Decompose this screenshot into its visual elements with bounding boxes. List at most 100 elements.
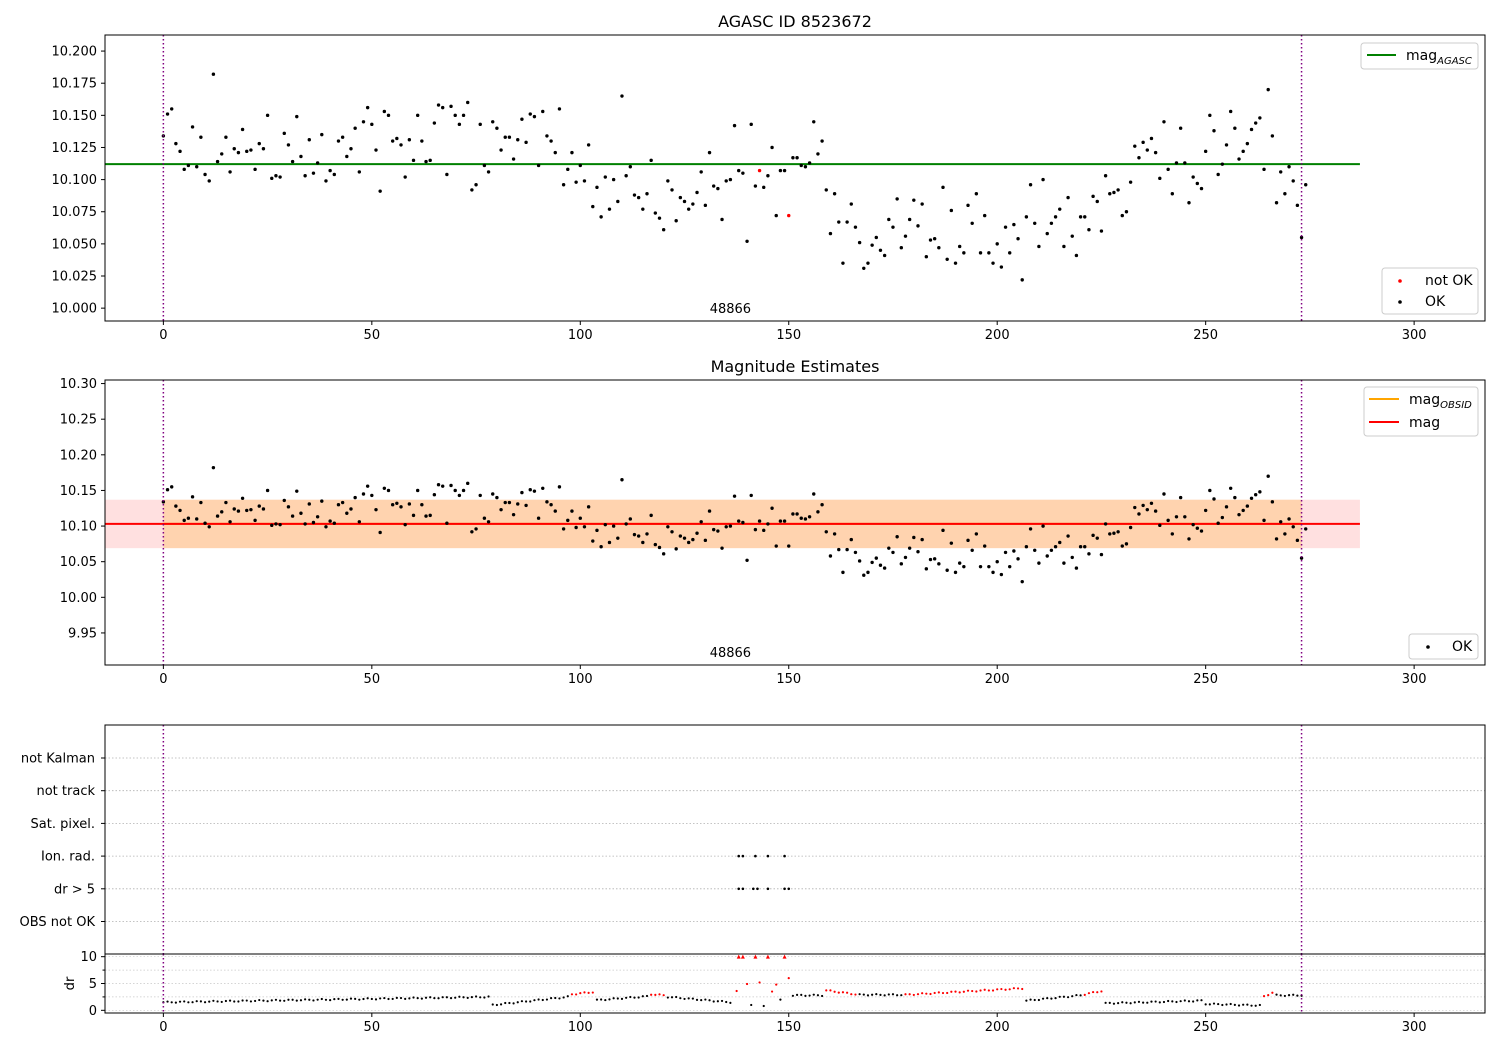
ok-point	[1295, 538, 1300, 543]
p2-ytick-label: 10.05	[60, 555, 97, 570]
ok-point	[903, 555, 908, 560]
ok-point	[1137, 156, 1141, 160]
ok-point	[1170, 532, 1175, 536]
ok-point	[1166, 518, 1170, 523]
ok-point	[1074, 566, 1079, 570]
dr-point	[174, 1001, 177, 1004]
ok-point	[816, 152, 820, 156]
ok-point	[1087, 228, 1091, 232]
ok-point	[691, 202, 695, 206]
dr-point	[1129, 1002, 1132, 1005]
ok-point	[311, 520, 316, 525]
flag-point	[737, 887, 741, 891]
dr-ylabel: dr	[63, 976, 78, 990]
ok-point	[957, 561, 962, 565]
dr-point	[362, 997, 365, 1001]
ok-point	[686, 207, 691, 211]
ok-point	[1033, 548, 1037, 552]
ok-point	[165, 488, 170, 492]
dr-point	[1242, 1003, 1245, 1006]
flag-label: Sat. pixel.	[31, 817, 95, 832]
ok-point	[1191, 175, 1195, 179]
flag-label: dr > 5	[54, 882, 95, 897]
dr-point	[399, 996, 403, 1000]
dr-point	[224, 999, 228, 1003]
dr-point	[1229, 1002, 1232, 1006]
ok-point	[174, 141, 178, 146]
dr-point	[533, 999, 536, 1002]
ok-point	[970, 221, 974, 226]
dr-point	[541, 998, 544, 1002]
ok-point	[970, 548, 974, 552]
dr-point	[641, 995, 644, 998]
ok-point	[945, 257, 949, 262]
dr-point	[725, 1000, 728, 1004]
ok-point	[724, 525, 728, 529]
ok-point	[1304, 527, 1308, 531]
legend-mag-obsid-main: mag	[1409, 392, 1440, 408]
dr-point	[691, 997, 694, 1000]
ok-point	[232, 507, 236, 511]
ok-point	[753, 184, 758, 188]
ok-point	[524, 503, 528, 508]
dr-point-flagged	[941, 991, 945, 995]
ok-point	[978, 251, 983, 255]
ok-point	[403, 175, 407, 179]
ok-point	[532, 489, 537, 493]
ok-point	[607, 207, 612, 211]
ok-point	[1041, 524, 1045, 528]
ok-point	[991, 261, 995, 265]
ok-point	[770, 145, 774, 150]
ok-point	[1279, 520, 1283, 524]
dr-point	[1217, 1002, 1220, 1006]
ok-point	[1279, 170, 1283, 174]
ok-point	[1216, 172, 1220, 177]
ok-point	[382, 486, 387, 490]
dr-point	[262, 999, 265, 1002]
p2-xtick-label: 200	[985, 672, 1010, 687]
ok-point	[286, 143, 291, 147]
ok-point	[561, 183, 566, 187]
ok-point	[845, 220, 849, 224]
ok-point	[1212, 129, 1216, 133]
ok-point	[624, 522, 628, 526]
dr-point	[1275, 993, 1278, 996]
svg-text:magOBSID: magOBSID	[1409, 392, 1472, 411]
dr-point	[387, 997, 390, 1001]
ok-point	[286, 505, 291, 509]
dr-point	[879, 993, 882, 997]
ok-point	[1191, 522, 1195, 527]
ok-point	[1028, 183, 1033, 187]
ok-point	[682, 536, 687, 540]
flag-point	[754, 854, 757, 858]
ok-point	[745, 558, 749, 562]
ok-point	[741, 520, 745, 525]
flag-point	[752, 887, 755, 891]
dr-point	[524, 1000, 528, 1003]
dr-point	[1150, 1000, 1153, 1003]
dr-point	[1167, 999, 1170, 1003]
dr-point	[779, 998, 782, 1001]
ok-point	[511, 512, 516, 517]
ok-point	[941, 528, 945, 533]
dr-point	[729, 1001, 732, 1004]
ok-point	[849, 537, 853, 542]
dr-point	[558, 997, 561, 1000]
dr-point-flagged	[650, 993, 653, 996]
ok-point	[432, 121, 437, 125]
dr-point	[816, 994, 820, 997]
ok-point	[916, 224, 920, 228]
dr-point	[896, 994, 899, 997]
dr-point	[1158, 1001, 1161, 1004]
ok-point	[603, 175, 608, 179]
dr-point-flagged	[1091, 990, 1095, 994]
ok-point	[320, 132, 324, 137]
p1-xtick-label: 200	[985, 328, 1010, 343]
dr-point	[1283, 994, 1286, 998]
dr-point-flagged	[904, 993, 907, 996]
ok-point	[716, 529, 720, 533]
ok-point	[386, 113, 391, 118]
ok-point	[441, 484, 445, 488]
flag-point	[741, 854, 745, 858]
ok-point	[457, 493, 462, 498]
